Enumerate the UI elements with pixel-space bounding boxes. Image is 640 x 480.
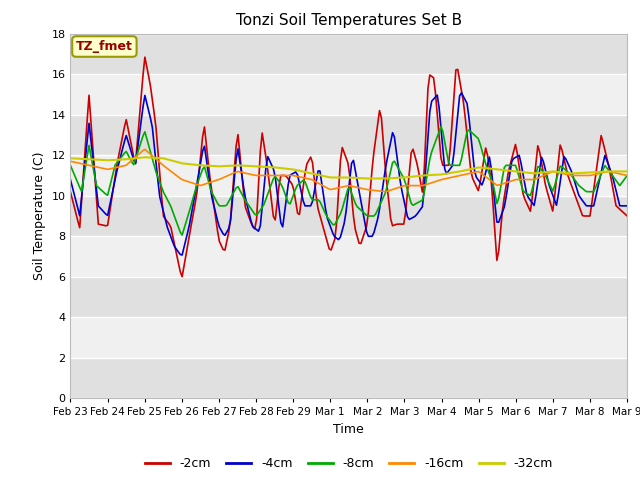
-2cm	[68, 196, 76, 202]
-2cm	[67, 189, 74, 194]
-4cm	[575, 192, 582, 198]
-8cm	[623, 173, 631, 179]
-32cm	[365, 176, 372, 181]
-32cm	[402, 175, 410, 180]
-16cm	[400, 183, 408, 189]
-4cm	[67, 177, 74, 182]
Text: TZ_fmet: TZ_fmet	[76, 40, 133, 53]
-16cm	[540, 173, 547, 179]
-2cm	[575, 203, 582, 208]
Bar	[70, 358, 627, 398]
-32cm	[141, 155, 148, 160]
-32cm	[623, 168, 631, 174]
-16cm	[141, 146, 148, 152]
Y-axis label: Soil Temperature (C): Soil Temperature (C)	[33, 152, 46, 280]
Bar	[70, 317, 627, 358]
Bar	[70, 236, 627, 277]
-4cm	[179, 252, 186, 258]
-4cm	[400, 196, 408, 202]
-32cm	[400, 175, 408, 180]
-4cm	[458, 90, 465, 96]
-4cm	[398, 188, 406, 193]
-16cm	[381, 189, 389, 194]
-2cm	[623, 213, 631, 219]
-2cm	[141, 54, 148, 60]
-4cm	[540, 159, 547, 165]
-16cm	[402, 183, 410, 189]
-4cm	[623, 203, 631, 209]
-2cm	[179, 274, 186, 279]
-16cm	[623, 173, 631, 179]
-2cm	[402, 209, 410, 215]
Bar	[70, 74, 627, 115]
Bar	[70, 277, 627, 317]
-32cm	[575, 170, 582, 176]
X-axis label: Time: Time	[333, 423, 364, 436]
Title: Tonzi Soil Temperatures Set B: Tonzi Soil Temperatures Set B	[236, 13, 462, 28]
-8cm	[437, 124, 445, 130]
Bar	[70, 115, 627, 155]
-2cm	[400, 221, 408, 227]
Line: -8cm: -8cm	[70, 127, 627, 235]
-8cm	[409, 203, 417, 208]
-32cm	[540, 169, 547, 175]
-16cm	[411, 183, 419, 189]
-8cm	[540, 169, 547, 175]
Line: -16cm: -16cm	[70, 149, 627, 192]
-8cm	[398, 172, 406, 178]
Line: -4cm: -4cm	[70, 93, 627, 255]
-2cm	[540, 170, 547, 176]
Line: -2cm: -2cm	[70, 57, 627, 276]
-8cm	[575, 182, 582, 188]
-8cm	[68, 167, 76, 173]
Bar	[70, 155, 627, 196]
-8cm	[67, 162, 74, 168]
Bar	[70, 34, 627, 74]
Bar	[70, 196, 627, 236]
-16cm	[67, 158, 74, 164]
-4cm	[68, 184, 76, 190]
-16cm	[68, 159, 76, 165]
-2cm	[411, 153, 419, 159]
-32cm	[67, 156, 74, 161]
-32cm	[68, 156, 76, 161]
-8cm	[400, 175, 408, 181]
-16cm	[575, 173, 582, 179]
-32cm	[411, 173, 419, 179]
Legend: -2cm, -4cm, -8cm, -16cm, -32cm: -2cm, -4cm, -8cm, -16cm, -32cm	[140, 452, 558, 475]
Line: -32cm: -32cm	[70, 157, 627, 179]
-8cm	[179, 232, 186, 238]
-4cm	[409, 215, 417, 220]
